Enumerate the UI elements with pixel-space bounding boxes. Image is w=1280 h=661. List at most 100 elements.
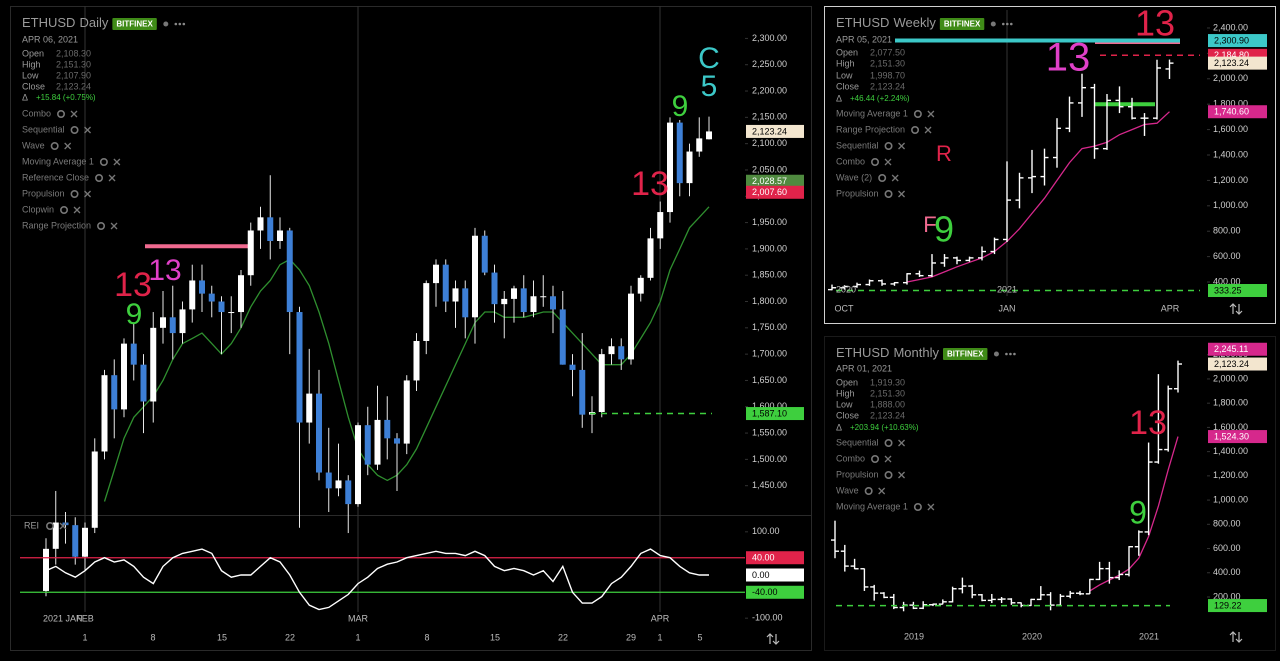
sequence-label: 13	[148, 254, 181, 287]
ohlc-value: 1,998.70	[870, 70, 905, 80]
settings-icon	[871, 454, 880, 463]
y-tick-label: 600.00	[1213, 543, 1241, 553]
date: APR 05, 2021	[836, 34, 892, 44]
settings-icon	[95, 174, 104, 183]
indicator-name: Wave	[836, 485, 859, 495]
candle-body	[647, 238, 654, 278]
symbol-title: ETHUSD Daily	[22, 15, 109, 30]
close-icon	[113, 158, 121, 166]
day-label: 5	[697, 632, 702, 642]
weekly-panel[interactable]	[824, 6, 1276, 324]
y-tick-label: 2,400.00	[1213, 22, 1248, 32]
ohlc-label: Close	[836, 81, 859, 91]
price-tag-label: 333.25	[1214, 285, 1242, 295]
exchange-badge	[942, 348, 988, 360]
delta-symbol: Δ	[22, 92, 28, 102]
timeframe: Monthly	[893, 345, 939, 360]
price-tag-label: 40.00	[752, 553, 775, 563]
indicator-name: Propulsion	[22, 188, 65, 198]
candle-body	[121, 343, 127, 410]
close-icon	[884, 455, 892, 463]
status-dot	[990, 21, 996, 27]
y-tick-label: 1,800.00	[1213, 398, 1248, 408]
day-label: 22	[558, 632, 568, 642]
close-icon	[73, 206, 81, 214]
price-tag-label: 2,123.24	[752, 126, 787, 136]
y-tick-label: 1,600.00	[1213, 124, 1248, 134]
candle-body	[433, 264, 439, 284]
y-tick-label: 1,200.00	[1213, 470, 1248, 480]
candle-body	[355, 425, 361, 505]
candle-body	[82, 527, 88, 557]
close-icon	[878, 487, 886, 495]
month-label: MAR	[348, 613, 369, 623]
delta-symbol: Δ	[836, 93, 842, 103]
menu-dot	[1005, 352, 1008, 356]
ohlc-value: 2,123.24	[870, 81, 905, 91]
y-tick-label: 600.00	[1213, 251, 1241, 261]
y-tick-label: 1,400.00	[1213, 446, 1248, 456]
close-icon	[898, 439, 906, 447]
y-tick-label: 1,700.00	[752, 349, 787, 359]
candle-body	[52, 522, 59, 549]
ohlc-value: 2,151.30	[56, 59, 91, 69]
timeframe: Weekly	[893, 15, 936, 30]
candle-body	[628, 293, 634, 360]
ohlc-label: Low	[836, 70, 853, 80]
year-label: 2021	[997, 284, 1017, 294]
indicator-name: Sequential	[836, 140, 879, 150]
indicator-name: Combo	[22, 108, 51, 118]
indicator-name: Moving Average 1	[836, 501, 908, 511]
date: APR 06, 2021	[22, 34, 78, 44]
ohlc-value: 2,107.90	[56, 70, 91, 80]
ohlc-label: Close	[22, 81, 45, 91]
ohlc-label: High	[836, 58, 855, 68]
candle-body	[384, 419, 391, 439]
candle-body	[160, 317, 166, 328]
candle-body	[559, 309, 566, 365]
price-tag	[1208, 342, 1267, 356]
y-tick-label: 1,550.00	[752, 427, 787, 437]
sequence-label: C	[698, 42, 720, 75]
y-tick-label: 2,000.00	[1213, 373, 1248, 383]
oscillator-name: REI	[24, 520, 39, 530]
ohlc-label: High	[22, 59, 41, 69]
candle-body	[540, 296, 547, 298]
exchange-badge	[112, 18, 157, 30]
candle-body	[452, 288, 459, 302]
y-tick-label: 1,400.00	[1213, 149, 1248, 159]
candle-body	[306, 393, 313, 423]
sequence-label: 9	[126, 298, 143, 331]
y-tick-label: 2,150.00	[752, 112, 787, 122]
day-label: 1	[355, 632, 360, 642]
candle-body	[72, 525, 79, 557]
candle-body	[472, 235, 478, 318]
settings-icon	[911, 126, 920, 135]
ohlc-value: 2,108.30	[56, 48, 91, 58]
y-tick-label: 2,250.00	[752, 59, 787, 69]
y-tick-label: 200.00	[1213, 591, 1241, 601]
candle-body	[91, 451, 98, 528]
price-tag	[746, 174, 804, 188]
ohlc-value: 2,151.30	[870, 388, 905, 398]
y-tick-label: 1,000.00	[1213, 200, 1248, 210]
y-tick-label: 1,000.00	[1213, 494, 1248, 504]
candle-body	[208, 293, 215, 302]
sequence-label: 13	[1135, 3, 1175, 44]
close-icon	[64, 142, 72, 150]
y-tick-label: 1,500.00	[752, 454, 787, 464]
candle-body	[257, 217, 264, 231]
settings-icon	[913, 502, 922, 511]
change: +46.44 (+2.24%)	[850, 94, 910, 103]
y-tick-label: 2,300.00	[752, 33, 787, 43]
y-tick-label: 1,950.00	[752, 217, 787, 227]
scale-icon	[1229, 631, 1243, 643]
menu-dot	[182, 22, 186, 26]
ohlc-label: Close	[836, 410, 859, 420]
indicator-name: Combo	[836, 453, 865, 463]
daily-panel[interactable]	[10, 6, 812, 651]
candle-body	[462, 288, 469, 318]
oscillator-line	[45, 548, 709, 611]
y-tick-label: 1,600.00	[752, 401, 787, 411]
price-tag-label: 2,184.80	[1214, 50, 1249, 60]
